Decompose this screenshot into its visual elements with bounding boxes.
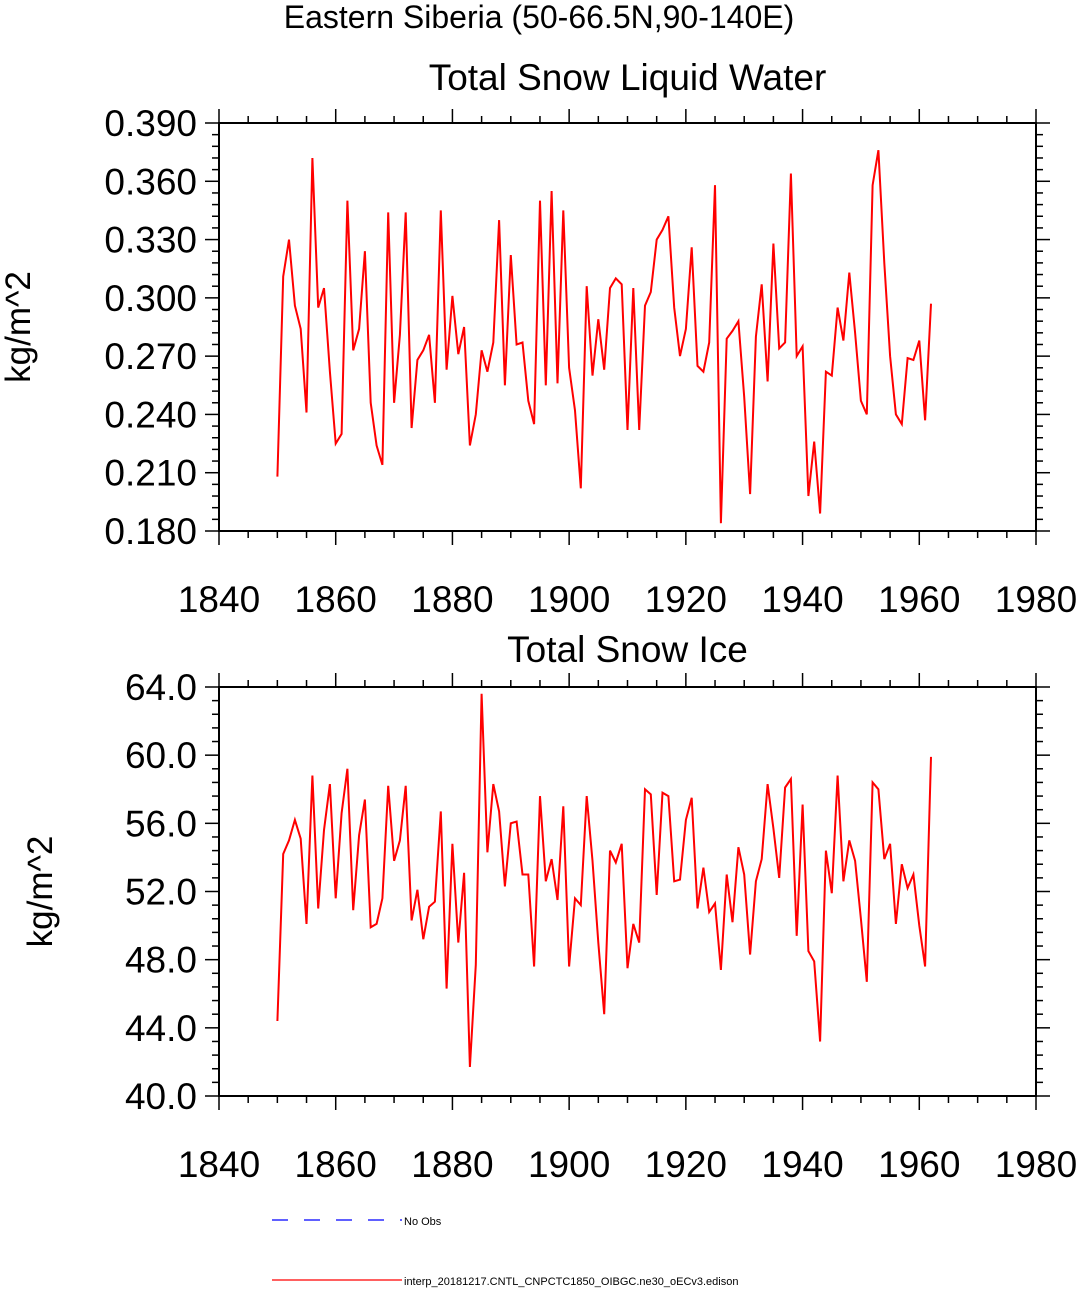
series-line-0 bbox=[276, 693, 932, 1068]
y-tick-label: 0.240 bbox=[104, 394, 197, 435]
x-tick-label: 1920 bbox=[645, 1144, 727, 1185]
x-tick-label: 1880 bbox=[411, 1144, 493, 1185]
x-tick-label: 1860 bbox=[295, 579, 377, 620]
y-tick-label: 44.0 bbox=[125, 1008, 197, 1049]
x-tick-label: 1840 bbox=[178, 1144, 260, 1185]
x-tick-label: 1920 bbox=[645, 579, 727, 620]
y-tick-label: 0.360 bbox=[104, 161, 197, 202]
panel-title: Total Snow Ice bbox=[507, 629, 748, 670]
x-tick-label: 1900 bbox=[528, 579, 610, 620]
y-tick-label: 52.0 bbox=[125, 872, 197, 913]
y-tick-label: 60.0 bbox=[125, 735, 197, 776]
y-tick-label: 0.180 bbox=[104, 511, 197, 552]
y-tick-label: 0.390 bbox=[104, 103, 197, 144]
y-tick-label: 40.0 bbox=[125, 1076, 197, 1117]
y-tick-label: 0.300 bbox=[104, 278, 197, 319]
legend-label-no-obs: No Obs bbox=[404, 1216, 442, 1228]
panel-title: Total Snow Liquid Water bbox=[429, 57, 827, 98]
y-axis-label: kg/m^2 bbox=[21, 836, 60, 948]
x-tick-label: 1980 bbox=[995, 579, 1077, 620]
series-line-0 bbox=[276, 150, 932, 524]
legend: No Obs interp_20181217.CNTL_CNPCTC1850_O… bbox=[272, 1216, 738, 1288]
plot-frame bbox=[218, 686, 1037, 1097]
x-tick-label: 1940 bbox=[761, 1144, 843, 1185]
x-tick-label: 1960 bbox=[878, 579, 960, 620]
x-tick-label: 1980 bbox=[995, 1144, 1077, 1185]
x-tick-label: 1900 bbox=[528, 1144, 610, 1185]
panel-snow-liquid-water: Total Snow Liquid Water 1840 1860 1880 1900 1… bbox=[0, 57, 1077, 620]
x-tick-label: 1960 bbox=[878, 1144, 960, 1185]
y-tick-label: 0.210 bbox=[104, 453, 197, 494]
x-tick-label: 1880 bbox=[411, 579, 493, 620]
legend-label-model: interp_20181217.CNTL_CNPCTC1850_OIBGC.ne… bbox=[404, 1276, 738, 1288]
y-tick-label: 0.330 bbox=[104, 220, 197, 261]
y-tick-label: 48.0 bbox=[125, 940, 197, 981]
y-tick-label: 0.270 bbox=[104, 336, 197, 377]
figure-title: Eastern Siberia (50-66.5N,90-140E) bbox=[284, 0, 795, 35]
x-tick-label: 1860 bbox=[295, 1144, 377, 1185]
plot-frame bbox=[218, 122, 1037, 532]
y-tick-label: 64.0 bbox=[125, 667, 197, 708]
y-tick-label: 56.0 bbox=[125, 803, 197, 844]
panel-snow-ice: Total Snow Ice 1840 1860 1880 1900 1920 1940 19… bbox=[21, 629, 1077, 1185]
y-axis-label: kg/m^2 bbox=[0, 271, 38, 383]
x-tick-label: 1940 bbox=[761, 579, 843, 620]
x-tick-label: 1840 bbox=[178, 579, 260, 620]
